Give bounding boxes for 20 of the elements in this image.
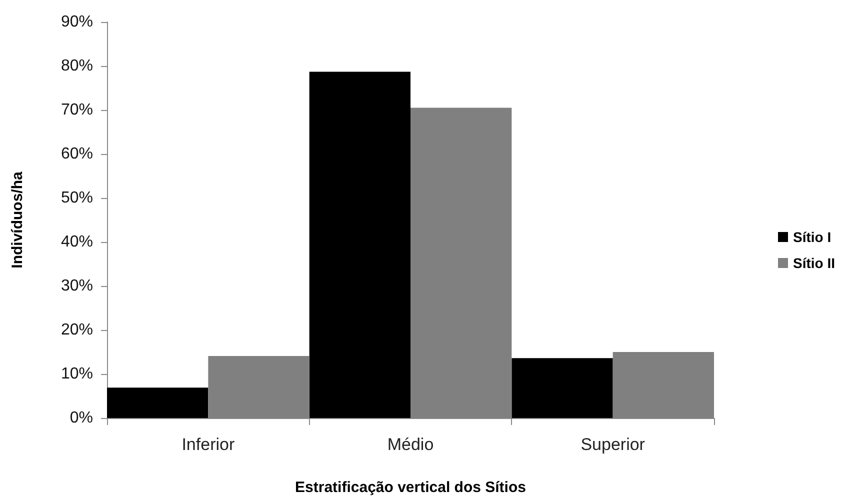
y-tick-label: 30%	[60, 278, 93, 294]
x-tick-label: Médio	[387, 435, 434, 454]
bar	[309, 72, 410, 418]
y-tick-label: 0%	[70, 410, 93, 426]
x-axis-title: Estratificação vertical dos Sítios	[295, 479, 526, 496]
y-tick-label: 10%	[60, 366, 93, 382]
x-tick-label: Superior	[580, 435, 646, 454]
bar	[512, 358, 613, 418]
bar	[107, 388, 208, 418]
legend-label: Sítio II	[793, 255, 835, 271]
y-tick-label: 20%	[60, 322, 93, 338]
x-tick-label: Inferior	[182, 435, 235, 454]
y-tick-label: 90%	[60, 14, 93, 30]
y-axis-title: Indivíduos/ha	[9, 171, 26, 268]
y-tick-label: 80%	[60, 58, 93, 74]
y-tick-label: 70%	[60, 102, 93, 118]
y-tick-label: 60%	[60, 146, 93, 162]
legend-label: Sítio I	[793, 229, 832, 245]
y-tick-label: 50%	[60, 190, 93, 206]
y-tick-label: 40%	[60, 234, 93, 250]
